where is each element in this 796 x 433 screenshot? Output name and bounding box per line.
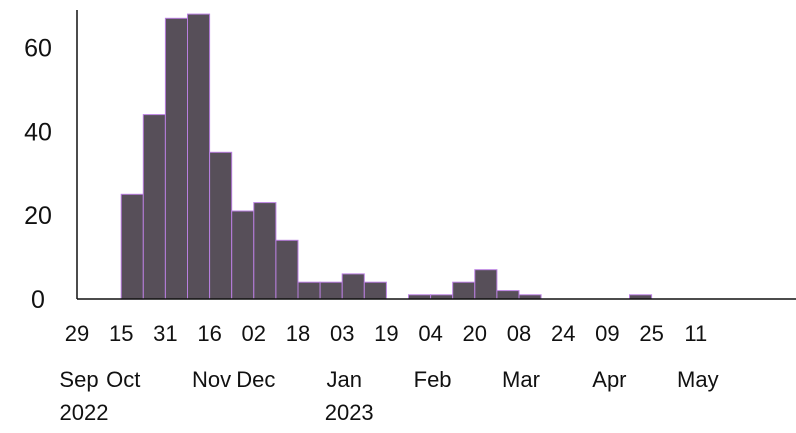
x-tick-day-label: 09 bbox=[595, 321, 619, 346]
bar-2023-02-12 bbox=[452, 281, 476, 300]
x-tick-year-label: 2023 bbox=[325, 400, 374, 425]
x-tick-day-label: 29 bbox=[65, 321, 89, 346]
x-tick-day-label: 18 bbox=[286, 321, 310, 346]
x-tick-day-label: 16 bbox=[197, 321, 221, 346]
bar-2022-12-02 bbox=[253, 202, 277, 300]
bar-2022-12-18 bbox=[297, 281, 321, 300]
bar-2022-11-24 bbox=[231, 210, 255, 300]
x-tick-day-label: 11 bbox=[684, 321, 707, 346]
y-tick-label: 60 bbox=[24, 35, 52, 63]
x-tick-year-label: 2022 bbox=[60, 400, 109, 425]
x-tick-month-label: Sep bbox=[59, 367, 98, 392]
x-tick-day-label: 31 bbox=[153, 321, 177, 346]
x-tick-day-label: 03 bbox=[330, 321, 354, 346]
y-tick-label: 20 bbox=[24, 202, 52, 230]
x-tick-month-label: Oct bbox=[106, 367, 140, 392]
x-tick-month-label: Feb bbox=[414, 367, 452, 392]
bar-2023-02-20 bbox=[474, 269, 498, 300]
x-tick-month-label: Apr bbox=[592, 367, 626, 392]
x-tick-day-label: 25 bbox=[639, 321, 663, 346]
axes-group bbox=[76, 10, 796, 300]
bar-2022-11-16 bbox=[209, 151, 233, 300]
y-tick-label: 0 bbox=[31, 286, 45, 314]
x-tick-day-label: 08 bbox=[507, 321, 531, 346]
bar-2023-02-28 bbox=[496, 290, 520, 300]
x-tick-day-label: 19 bbox=[374, 321, 398, 346]
bar-2023-01-03 bbox=[341, 273, 365, 300]
bar-2023-01-11 bbox=[363, 281, 387, 300]
y-tick-label: 40 bbox=[24, 118, 52, 146]
x-tick-month-label: May bbox=[677, 367, 719, 392]
x-tick-day-label: 15 bbox=[109, 321, 133, 346]
bar-2022-10-31 bbox=[164, 17, 188, 300]
x-tick-day-label: 04 bbox=[418, 321, 442, 346]
x-tick-labels: 29 Sep 2022 15 Oct 31 16 Nov 02 Dec 18 03 Jan 2023 19 0… bbox=[59, 321, 718, 425]
x-tick-month-label: Dec bbox=[236, 367, 275, 392]
bar-2022-12-26 bbox=[319, 281, 343, 300]
x-tick-day-label: 24 bbox=[551, 321, 575, 346]
x-tick-day-label: 20 bbox=[463, 321, 487, 346]
x-tick-month-label: Jan bbox=[326, 367, 361, 392]
bars-group bbox=[120, 13, 653, 300]
bar-2022-12-10 bbox=[275, 239, 299, 300]
x-tick-month-label: Mar bbox=[502, 367, 540, 392]
bar-2022-10-15 bbox=[120, 193, 144, 300]
y-tick-labels: 0 20 40 60 bbox=[24, 35, 52, 314]
bar-2022-11-08 bbox=[187, 13, 211, 300]
bar-2022-10-23 bbox=[142, 114, 166, 300]
x-tick-month-label: Nov bbox=[192, 367, 231, 392]
x-tick-day-label: 02 bbox=[242, 321, 266, 346]
